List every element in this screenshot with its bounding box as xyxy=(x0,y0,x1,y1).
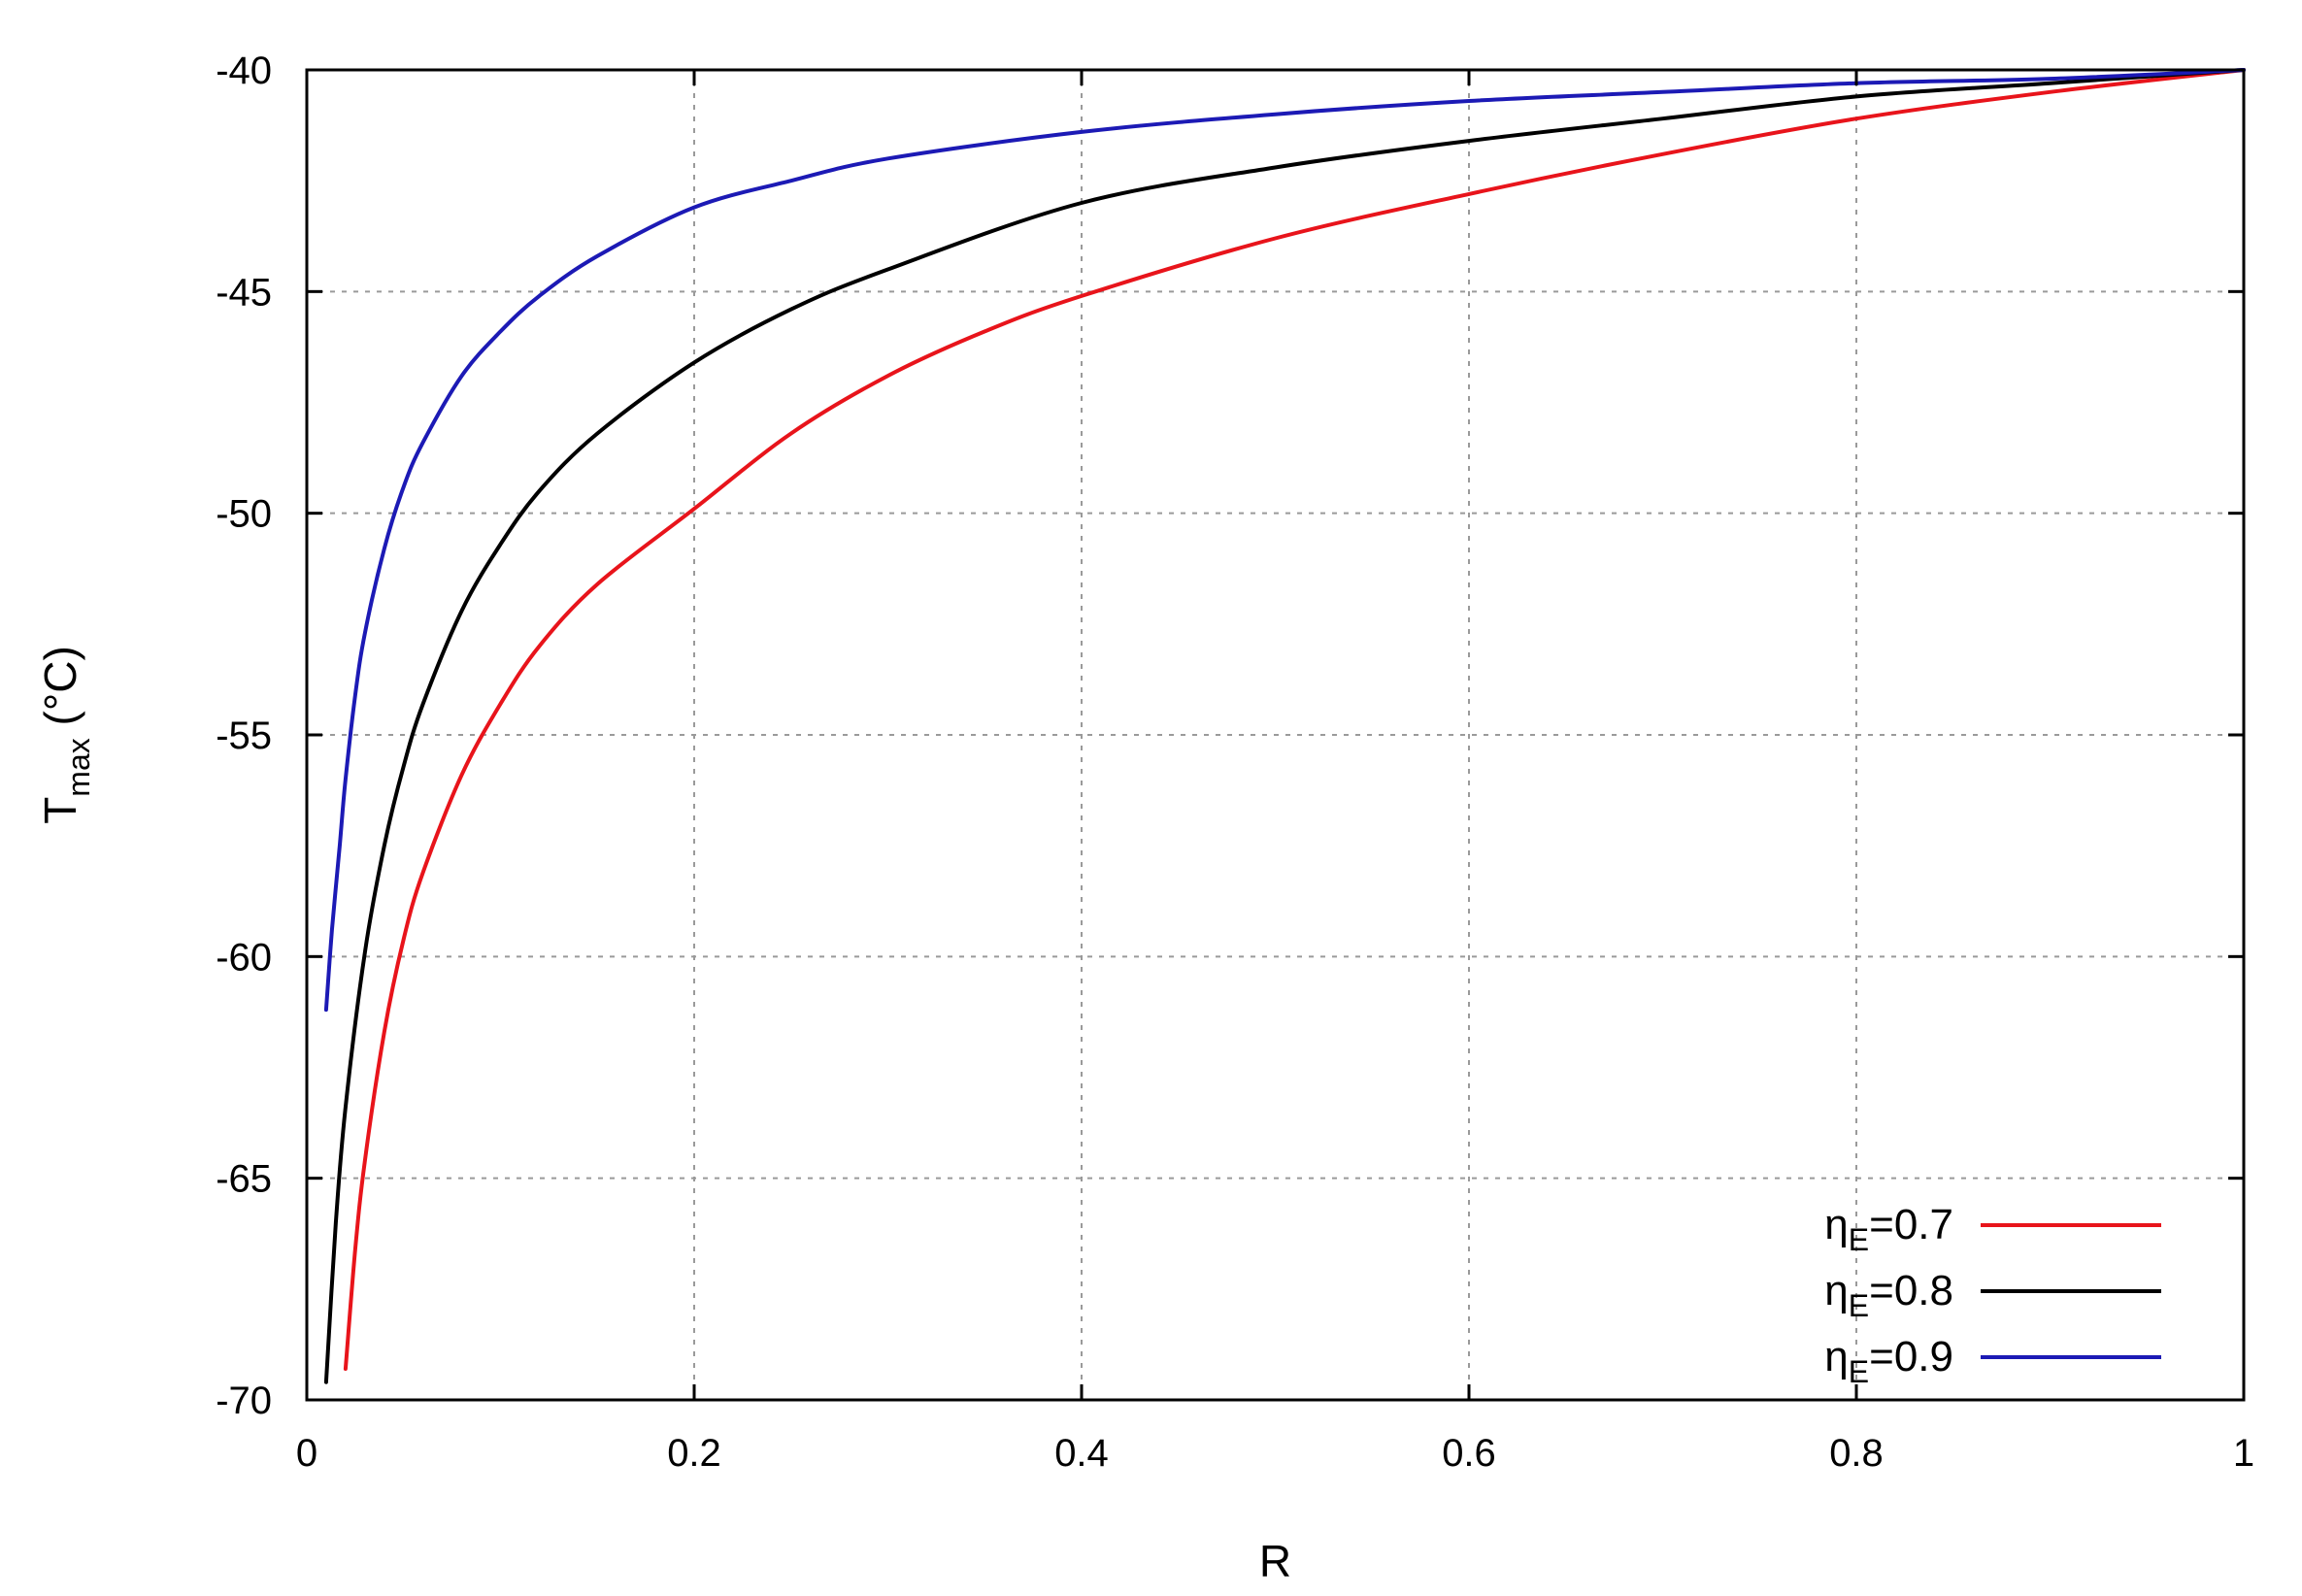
y-tick-label: -40 xyxy=(216,50,272,92)
gridlines xyxy=(307,70,2244,1400)
x-tick-label: 0.2 xyxy=(667,1432,721,1475)
series-line-2 xyxy=(323,68,2246,1384)
legend-label-main: η xyxy=(1824,1333,1848,1380)
x-tick-label: 0 xyxy=(296,1432,317,1475)
legend-label-main: η xyxy=(1824,1267,1848,1314)
x-tick-labels: 0 0.2 0.4 0.6 0.8 1 xyxy=(296,1432,2254,1475)
legend-label-value: =0.9 xyxy=(1869,1333,1953,1380)
legend-label-2: ηE=0.8 xyxy=(1824,1267,1953,1323)
legend-label-value: =0.8 xyxy=(1869,1267,1953,1314)
y-axis-label: Tmax (°C) xyxy=(35,646,96,824)
y-axis-label-sub: max xyxy=(61,738,96,796)
y-tick-label: -70 xyxy=(216,1380,272,1422)
y-axis-label-main: T xyxy=(35,797,85,824)
legend: ηE=0.7ηE=0.8ηE=0.9 xyxy=(1824,1201,2161,1389)
legend-label-sub: E xyxy=(1849,1288,1869,1323)
x-tick-label: 0.4 xyxy=(1054,1432,1109,1475)
axis-ticks xyxy=(305,68,2246,1402)
x-axis-label: R xyxy=(1259,1536,1291,1586)
legend-label-main: η xyxy=(1824,1201,1848,1248)
y-tick-label: -65 xyxy=(216,1158,272,1201)
y-axis-label-unit: (°C) xyxy=(35,646,85,738)
series-lines xyxy=(323,68,2246,1384)
series-line-1 xyxy=(343,68,2246,1371)
y-tick-label: -55 xyxy=(216,715,272,757)
y-tick-label: -50 xyxy=(216,493,272,536)
legend-label-sub: E xyxy=(1849,1222,1869,1257)
x-tick-label: 0.6 xyxy=(1442,1432,1496,1475)
legend-label-3: ηE=0.9 xyxy=(1824,1333,1953,1389)
y-tick-labels: -70 -65 -60 -55 -50 -45 -40 xyxy=(216,50,272,1422)
x-tick-label: 1 xyxy=(2233,1432,2254,1475)
legend-label-1: ηE=0.7 xyxy=(1824,1201,1953,1257)
y-tick-label: -45 xyxy=(216,271,272,314)
legend-label-value: =0.7 xyxy=(1869,1201,1953,1248)
series-line-3 xyxy=(323,68,2246,1013)
y-tick-label: -60 xyxy=(216,936,272,979)
legend-label-sub: E xyxy=(1849,1354,1869,1389)
x-tick-label: 0.8 xyxy=(1829,1432,1884,1475)
